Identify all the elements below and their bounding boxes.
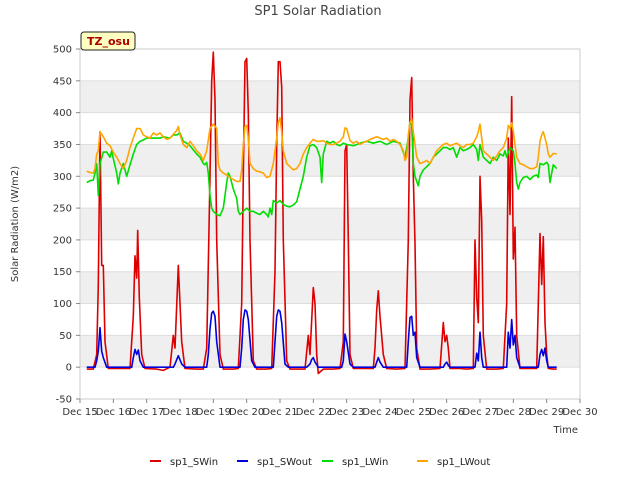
y-tick-label: 300 (53, 172, 72, 183)
legend-label: sp1_LWout (437, 457, 490, 468)
x-tick-label: Dec 27 (462, 407, 497, 418)
x-tick-label: Dec 23 (329, 407, 364, 418)
x-tick-label: Dec 20 (229, 407, 264, 418)
legend-label: sp1_SWout (257, 457, 312, 468)
plot-band (80, 271, 580, 304)
x-tick-label: Dec 18 (162, 407, 197, 418)
y-axis-label: Solar Radiation (W/m2) (10, 166, 21, 282)
y-tick-label: 350 (53, 140, 72, 151)
x-tick-label: Dec 26 (429, 407, 464, 418)
x-tick-label: Dec 24 (362, 407, 397, 418)
legend: sp1_SWin sp1_SWout sp1_LWin sp1_LWout (150, 457, 490, 468)
y-tick-label: 200 (53, 235, 72, 246)
plot-band (80, 303, 580, 336)
y-tick-label: 100 (53, 299, 72, 310)
plot-band (80, 208, 580, 240)
series-line-sp1-swout (86, 309, 557, 369)
y-tick-label: 500 (53, 45, 72, 56)
plot-band (80, 112, 580, 145)
x-tick-label: Dec 29 (529, 407, 564, 418)
x-tick-label: Dec 25 (396, 407, 431, 418)
plot-background (80, 48, 580, 400)
x-tick-label: Dec 19 (196, 407, 231, 418)
station-tag: TZ_osu (80, 31, 136, 51)
plot-band (80, 335, 580, 368)
chart-title: SP1 Solar Radiation (254, 4, 381, 19)
x-axis-label: Time (553, 425, 578, 436)
station-tag-label: TZ_osu (87, 35, 130, 48)
y-tick-label: 0 (66, 363, 72, 374)
plot-band (80, 144, 580, 177)
y-tick-label: 50 (59, 331, 72, 342)
series-line-sp1-lwout (86, 116, 557, 183)
x-tick-label: Dec 22 (296, 407, 331, 418)
plot-band (80, 80, 580, 113)
y-tick-label: 150 (53, 267, 72, 278)
x-tick-label: Dec 16 (96, 407, 131, 418)
x-tick-label: Dec 21 (262, 407, 297, 418)
y-tick-label: 400 (53, 108, 72, 119)
y-tick-label: 250 (53, 204, 72, 215)
y-axis-ticks: -50 0 50 100 150 200 250 300 350 400 450 500 (53, 45, 80, 406)
plot-band (80, 367, 580, 399)
series-line-sp1-swin (86, 51, 557, 375)
y-tick-label: 450 (53, 76, 72, 87)
x-tick-label: Dec 15 (62, 407, 97, 418)
legend-label: sp1_SWin (170, 457, 218, 468)
y-tick-label: -50 (56, 395, 72, 406)
plot-frame (79, 48, 581, 400)
station-tag-box (80, 31, 136, 51)
x-tick-label: Dec 28 (496, 407, 531, 418)
plot-band (80, 49, 580, 81)
x-tick-label: Dec 17 (129, 407, 164, 418)
legend-label: sp1_LWin (342, 457, 388, 468)
plot-series (86, 51, 558, 375)
plot-band (80, 239, 580, 272)
x-tick-label: Dec 30 (562, 407, 597, 418)
plot-band (80, 176, 580, 209)
